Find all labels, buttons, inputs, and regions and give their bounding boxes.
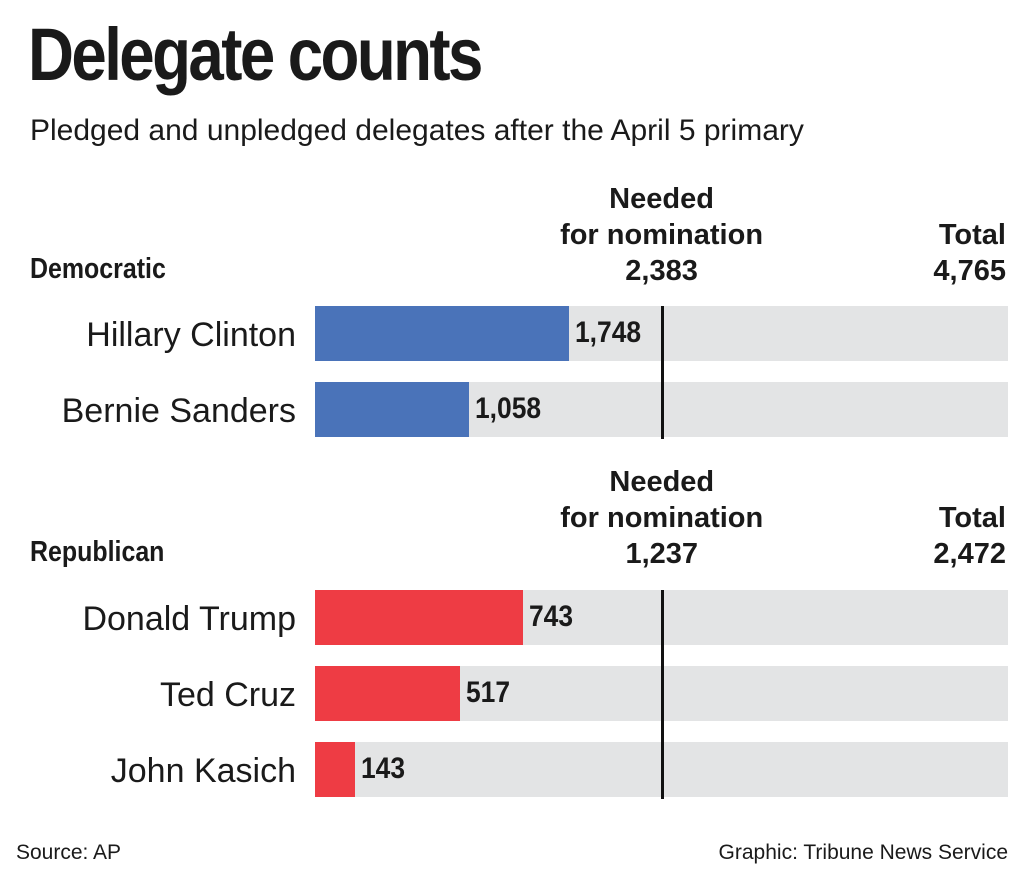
democratic-nomination-threshold-line: [660, 306, 664, 439]
candidate-label: Bernie Sanders: [61, 392, 296, 430]
republican-needed-label-line: Needed: [609, 466, 715, 498]
democratic-needed-value: 2,383: [625, 255, 698, 287]
candidate-label: Hillary Clinton: [86, 316, 296, 354]
chart-title: Delegate counts: [28, 13, 483, 96]
bar-value-label: 143: [361, 752, 406, 785]
republican-needed-header: Needed for nomination 1,237: [512, 464, 812, 572]
republican-total-header: Total 2,472: [933, 500, 1006, 572]
bar-bernie-sanders: [315, 382, 469, 437]
bar-ted-cruz: [315, 666, 460, 721]
bar-john-kasich: [315, 742, 356, 797]
candidate-label: Ted Cruz: [159, 676, 296, 714]
democratic-total-header: Total 4,765: [933, 217, 1006, 289]
republican-total-label: Total: [938, 502, 1006, 534]
bar-donald-trump: [315, 590, 524, 645]
democratic-total-value: 4,765: [933, 255, 1006, 287]
republican-party-label: Republican: [30, 536, 165, 568]
bar-value-label: 517: [465, 676, 510, 709]
bar-value-label: 1,058: [474, 392, 541, 425]
republican-needed-label-line: for nomination: [560, 502, 764, 534]
bar-value-label: 743: [529, 600, 574, 633]
credit-note: Graphic: Tribune News Service: [718, 841, 1008, 864]
democratic-needed-label-line: for nomination: [560, 219, 764, 251]
democratic-needed-header: Needed for nomination 2,383: [512, 181, 812, 289]
democratic-total-label: Total: [938, 219, 1006, 251]
candidate-label: John Kasich: [110, 752, 296, 790]
democratic-party-label: Democratic: [30, 253, 166, 285]
republican-needed-value: 1,237: [625, 538, 699, 570]
candidate-label: Donald Trump: [82, 600, 296, 638]
bar-value-label: 1,748: [575, 316, 642, 349]
chart-subtitle: Pledged and unpledged delegates after th…: [30, 114, 804, 147]
democratic-needed-label-line: Needed: [609, 183, 714, 215]
source-note: Source: AP: [16, 841, 122, 864]
bar-hillary-clinton: [315, 306, 570, 361]
republican-nomination-threshold-line: [660, 590, 664, 799]
republican-total-value: 2,472: [933, 538, 1006, 570]
